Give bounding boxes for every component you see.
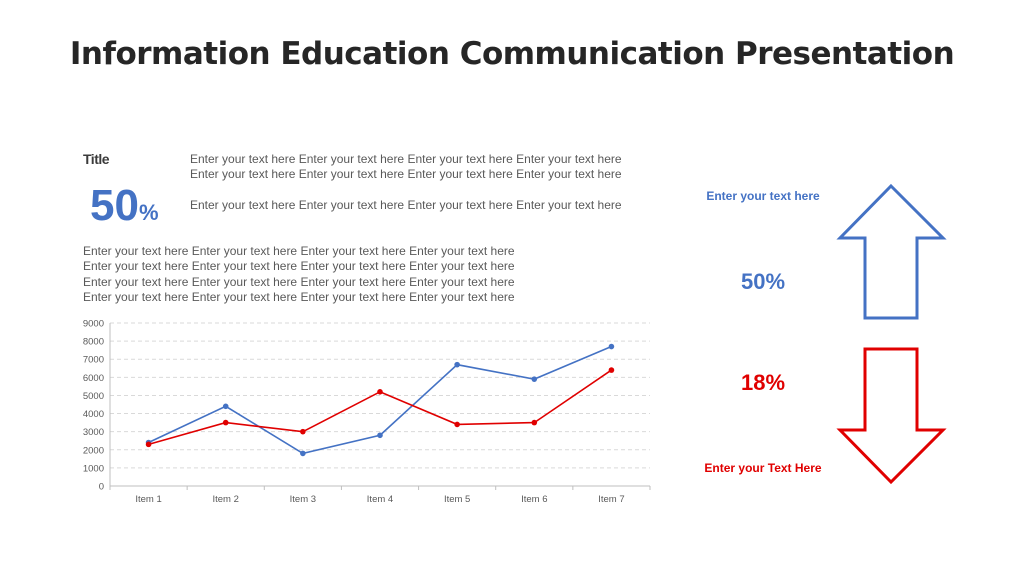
- paragraph-3: Enter your text here Enter your text her…: [83, 244, 515, 305]
- y-tick-label: 1000: [83, 463, 104, 474]
- paragraph-1: Enter your text here Enter your text her…: [190, 152, 622, 183]
- y-tick-label: 4000: [83, 409, 104, 420]
- slide-title: Information Education Communication Pres…: [69, 36, 955, 72]
- down-arrow-icon: [836, 347, 947, 485]
- y-tick-label: 3000: [83, 427, 104, 438]
- percent-symbol: %: [138, 200, 159, 225]
- x-tick-label: Item 7: [598, 494, 624, 505]
- paragraph-line: Enter your text here Enter your text her…: [190, 167, 622, 182]
- data-point: [531, 419, 538, 426]
- paragraph-line: Enter your text here Enter your text her…: [83, 244, 515, 258]
- y-tick-label: 0: [99, 482, 104, 493]
- up-arrow-icon: [836, 183, 947, 320]
- x-tick-label: Item 3: [290, 494, 316, 505]
- x-tick-label: Item 5: [444, 494, 470, 505]
- data-point: [300, 428, 306, 435]
- big-percentage: 50%: [90, 182, 159, 237]
- data-point: [608, 367, 615, 373]
- x-tick-label: Item 6: [521, 494, 547, 505]
- paragraph-2: Enter your text here Enter your text her…: [190, 198, 622, 213]
- down-value: 18%: [740, 370, 786, 395]
- data-point: [222, 403, 229, 410]
- y-tick-label: 7000: [83, 355, 104, 366]
- data-point: [454, 421, 460, 428]
- data-point: [377, 389, 383, 395]
- line-chart: 0 1000 2000 3000 4000 5000 6000 7000 8000 9000 Ite…: [83, 319, 651, 505]
- data-point: [300, 450, 306, 457]
- up-value: 50%: [740, 269, 786, 294]
- x-tick-label: Item 4: [367, 494, 393, 505]
- y-tick-label: 9000: [83, 319, 104, 330]
- y-tick-label: 5000: [83, 391, 104, 402]
- data-point: [531, 376, 538, 382]
- paragraph-line: Enter your text here Enter your text her…: [83, 259, 515, 274]
- paragraph-line: Enter your text here Enter your text her…: [83, 289, 515, 304]
- data-point: [377, 432, 383, 439]
- data-point: [454, 361, 460, 368]
- x-tick-label: Item 2: [213, 494, 239, 505]
- y-tick-label: 8000: [83, 337, 104, 348]
- block-title: Title: [83, 151, 110, 167]
- data-point: [145, 441, 152, 448]
- paragraph-line: Enter your text here Enter your text her…: [190, 152, 622, 166]
- y-tick-label: 6000: [83, 373, 104, 384]
- arrows: [836, 183, 947, 485]
- paragraph-line: Enter your text here Enter your text her…: [190, 198, 622, 212]
- x-tick-label: Item 1: [135, 494, 161, 505]
- data-point: [608, 343, 615, 350]
- down-label: Enter your Text Here: [704, 461, 822, 475]
- y-tick-label: 2000: [83, 445, 104, 456]
- big-percentage-value: 50: [90, 181, 139, 230]
- data-point: [222, 419, 229, 426]
- paragraph-line: Enter your text here Enter your text her…: [83, 274, 515, 289]
- up-label: Enter your text here: [706, 189, 820, 203]
